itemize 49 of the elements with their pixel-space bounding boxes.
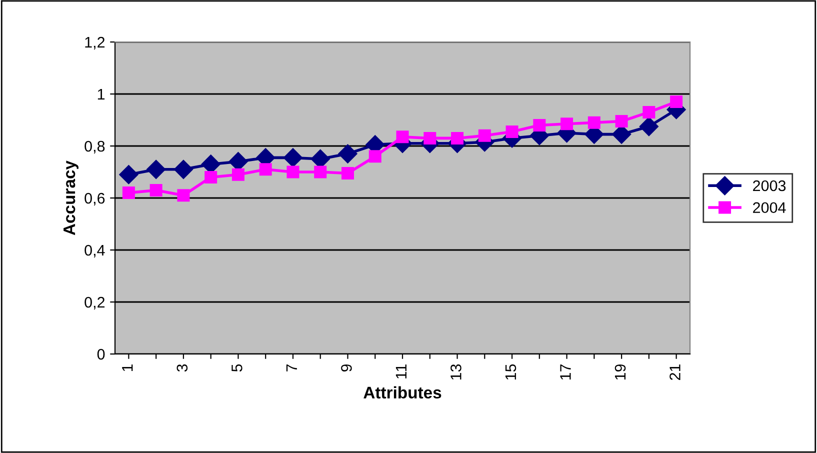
x-tick-label: 17 bbox=[560, 364, 571, 380]
point bbox=[615, 115, 628, 128]
x-tick-label: 1 bbox=[122, 364, 133, 372]
x-tick-label: 9 bbox=[341, 364, 352, 372]
point bbox=[119, 165, 138, 184]
point bbox=[642, 106, 656, 118]
point bbox=[341, 167, 354, 180]
x-tick-label: 21 bbox=[670, 364, 680, 380]
point bbox=[122, 186, 135, 200]
x-tick-label: 13 bbox=[450, 364, 462, 380]
x-tick-label: 5 bbox=[232, 364, 242, 372]
point bbox=[368, 150, 382, 163]
point bbox=[259, 163, 272, 176]
legend-label: 2003 bbox=[753, 180, 786, 192]
point bbox=[478, 129, 491, 142]
point bbox=[396, 130, 409, 144]
point bbox=[150, 184, 162, 196]
point bbox=[560, 118, 574, 130]
point bbox=[424, 132, 436, 144]
x-tick-label: 11 bbox=[396, 364, 406, 378]
y-tick-label: 0,8 bbox=[84, 140, 105, 154]
y-tick-label: 0,4 bbox=[84, 244, 105, 258]
point bbox=[588, 116, 600, 129]
point bbox=[204, 170, 218, 184]
point bbox=[232, 168, 244, 181]
x-tick-label: 15 bbox=[505, 364, 516, 380]
point bbox=[506, 125, 518, 138]
x-tick-label: 3 bbox=[176, 364, 188, 372]
point bbox=[314, 166, 327, 178]
point bbox=[451, 132, 464, 144]
y-tick-label: 1,2 bbox=[85, 36, 105, 50]
y-tick-label: 0,2 bbox=[84, 296, 105, 310]
y-axis-title: Accuracy bbox=[64, 160, 78, 236]
y-tick-label: 0 bbox=[97, 348, 105, 360]
y-tick-label: 0,6 bbox=[84, 192, 105, 206]
legend-label: 2004 bbox=[753, 202, 786, 214]
point bbox=[177, 189, 190, 202]
x-axis-title: Attributes bbox=[364, 386, 442, 399]
point bbox=[146, 160, 166, 179]
point bbox=[283, 148, 303, 168]
y-tick-label: 1 bbox=[98, 89, 105, 100]
point bbox=[286, 166, 300, 178]
x-tick-label: 19 bbox=[614, 364, 626, 380]
point bbox=[338, 144, 358, 164]
point bbox=[670, 96, 683, 108]
point bbox=[639, 116, 658, 136]
x-tick-label: 7 bbox=[286, 364, 297, 372]
point bbox=[533, 118, 546, 132]
point bbox=[174, 160, 193, 179]
